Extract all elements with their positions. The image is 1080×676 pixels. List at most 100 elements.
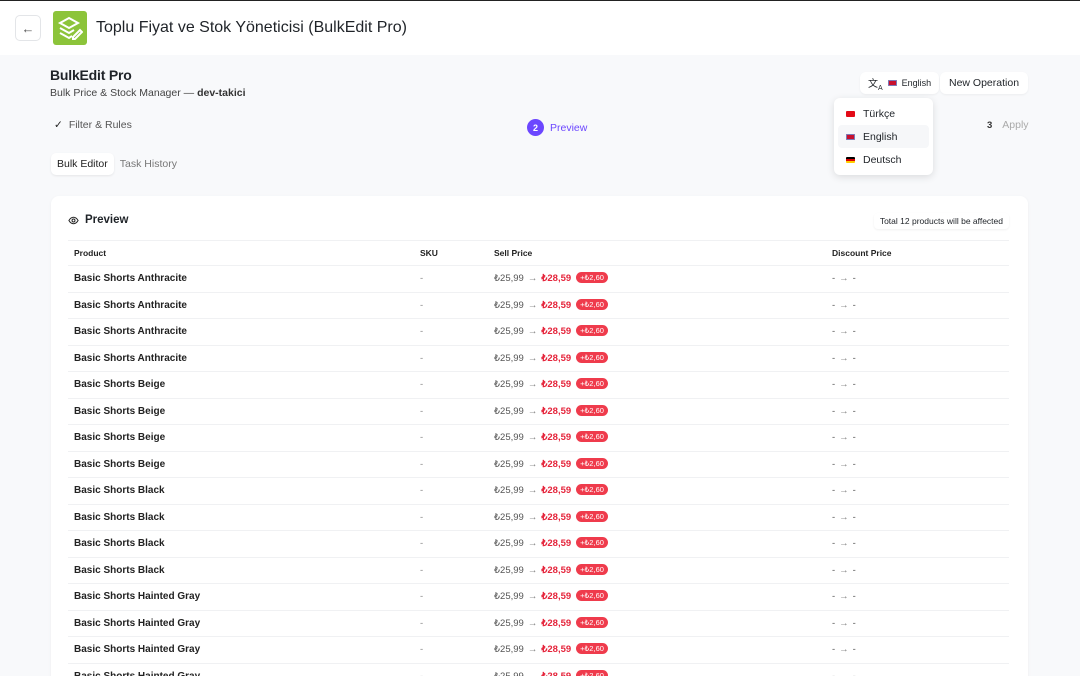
old-price: ₺25,99 [494, 379, 524, 391]
product-name: Basic Shorts Hainted Gray [68, 609, 420, 637]
price-diff-badge: +₺2,60 [576, 272, 608, 284]
price-diff-badge: +₺2,60 [576, 378, 608, 390]
step-apply[interactable]: 3 Apply [987, 119, 1029, 131]
sku: - [420, 450, 494, 478]
old-price: ₺25,99 [494, 299, 524, 311]
language-option-deutsch[interactable]: Deutsch [838, 148, 929, 171]
old-price: ₺25,99 [494, 458, 524, 470]
arrow-right-icon: → [527, 405, 538, 417]
sell-price-change: ₺25,99→₺28,59 +₺2,60 [494, 477, 832, 504]
subtitle-text: Bulk Price & Stock Manager — [50, 87, 195, 99]
price-diff-badge: +₺2,60 [576, 325, 608, 337]
old-price: ₺25,99 [494, 564, 524, 576]
check-icon: ✓ [54, 119, 63, 131]
product-name: Basic Shorts Anthracite [68, 265, 420, 292]
step-preview[interactable]: 2 Preview [527, 119, 587, 136]
tab-task-history[interactable]: Task History [119, 158, 177, 170]
table-row: Basic Shorts Black - ₺25,99 → ₺28,59 +₺2,60… [68, 477, 1009, 504]
arrow-right-icon: → [527, 591, 538, 603]
arrow-right-icon: → [839, 405, 849, 417]
discount-price-change: -→- [832, 450, 1009, 478]
new-operation-button[interactable]: New Operation [940, 72, 1029, 94]
new-discount: - [852, 538, 856, 550]
arrow-right-icon: → [839, 299, 849, 311]
preview-title: Preview [68, 214, 128, 226]
sku: - [420, 424, 494, 451]
price-diff-badge: +₺2,60 [576, 457, 608, 469]
new-price: ₺28,59 [541, 644, 572, 656]
preview-card: Preview Total 12 products will be affect… [51, 196, 1028, 676]
old-discount: - [832, 644, 836, 656]
language-option-english[interactable]: English [838, 125, 929, 148]
layers-edit-icon [57, 16, 83, 40]
sell-price-change: ₺25,99→₺28,59 +₺2,60 [494, 636, 832, 663]
sku: - [420, 503, 494, 531]
arrow-right-icon: → [527, 538, 538, 550]
discount-price-change: -→- [832, 636, 1009, 663]
old-discount: - [832, 671, 835, 676]
step-filter-rules[interactable]: ✓ Filter & Rules [54, 119, 132, 131]
discount-price-change: -→- [832, 503, 1009, 531]
tab-bar: Bulk Editor Task History [51, 153, 183, 175]
new-discount: - [852, 485, 856, 497]
price-diff-badge: +₺2,60 [576, 563, 608, 575]
old-price: ₺25,99 [494, 405, 524, 417]
tab-bulk-editor[interactable]: Bulk Editor [51, 153, 114, 175]
old-price: ₺25,99 [494, 617, 524, 629]
discount-price-change: -→- [832, 662, 1009, 676]
sell-price-change: ₺25,99→₺28,59 +₺2,60 [494, 583, 832, 610]
sku: - [420, 397, 494, 425]
store-name: dev-takici [197, 87, 246, 99]
product-name: Basic Shorts Black [68, 530, 420, 557]
new-price: ₺28,59 [541, 511, 572, 523]
price-diff-badge: +₺2,60 [576, 590, 608, 602]
new-discount: - [852, 352, 856, 364]
new-discount: - [852, 432, 856, 444]
app-logo [53, 11, 87, 45]
product-name: Basic Shorts Hainted Gray [68, 583, 420, 610]
old-discount: - [832, 458, 836, 470]
sku: - [420, 530, 494, 557]
column-sku: SKU [420, 240, 494, 266]
sell-price-change: ₺25,99→₺28,59 +₺2,60 [494, 450, 832, 478]
sku: - [420, 556, 494, 584]
table-row: Basic Shorts Black - ₺25,99 → ₺28,59 +₺2,60… [68, 530, 1009, 557]
old-price: ₺25,99 [494, 485, 524, 497]
new-price: ₺28,59 [541, 299, 572, 311]
new-discount: - [852, 644, 856, 656]
old-price: ₺25,99 [494, 644, 524, 656]
old-discount: - [832, 538, 836, 550]
new-discount: - [852, 617, 856, 629]
language-option-turkce[interactable]: Türkçe [838, 102, 929, 125]
arrow-right-icon: → [839, 671, 849, 676]
option-label: English [863, 130, 898, 143]
old-discount: - [832, 299, 836, 311]
product-name: Basic Shorts Anthracite [68, 344, 420, 372]
new-discount: - [853, 671, 856, 676]
table-row: Basic Shorts Anthracite - ₺25,99 → ₺28,59 +… [68, 318, 1009, 345]
new-price: ₺28,59 [541, 273, 572, 285]
new-price: ₺28,59 [541, 405, 572, 417]
price-diff-badge: +₺2,60 [576, 537, 608, 549]
arrow-right-icon: → [839, 326, 849, 338]
product-name: Basic Shorts Black [68, 556, 420, 584]
arrow-right-icon: → [839, 538, 849, 550]
arrow-right-icon: → [527, 617, 538, 629]
step-label: Filter & Rules [68, 119, 132, 131]
sku: - [420, 609, 494, 637]
arrow-right-icon: → [839, 485, 849, 497]
new-discount: - [852, 511, 856, 523]
old-discount: - [832, 591, 836, 603]
arrow-right-icon: → [839, 644, 849, 656]
arrow-right-icon: → [527, 379, 538, 391]
product-name: Basic Shorts Black [68, 503, 420, 531]
back-button[interactable]: ← [15, 15, 41, 41]
discount-price-change: -→- [832, 477, 1009, 504]
language-selector[interactable]: 文A English [860, 72, 940, 94]
discount-price-change: -→- [832, 424, 1009, 451]
preview-title-text: Preview [85, 214, 129, 226]
arrow-right-icon: → [527, 432, 538, 444]
old-discount: - [832, 326, 836, 338]
option-label: Türkçe [863, 107, 896, 120]
sku: - [420, 477, 494, 504]
